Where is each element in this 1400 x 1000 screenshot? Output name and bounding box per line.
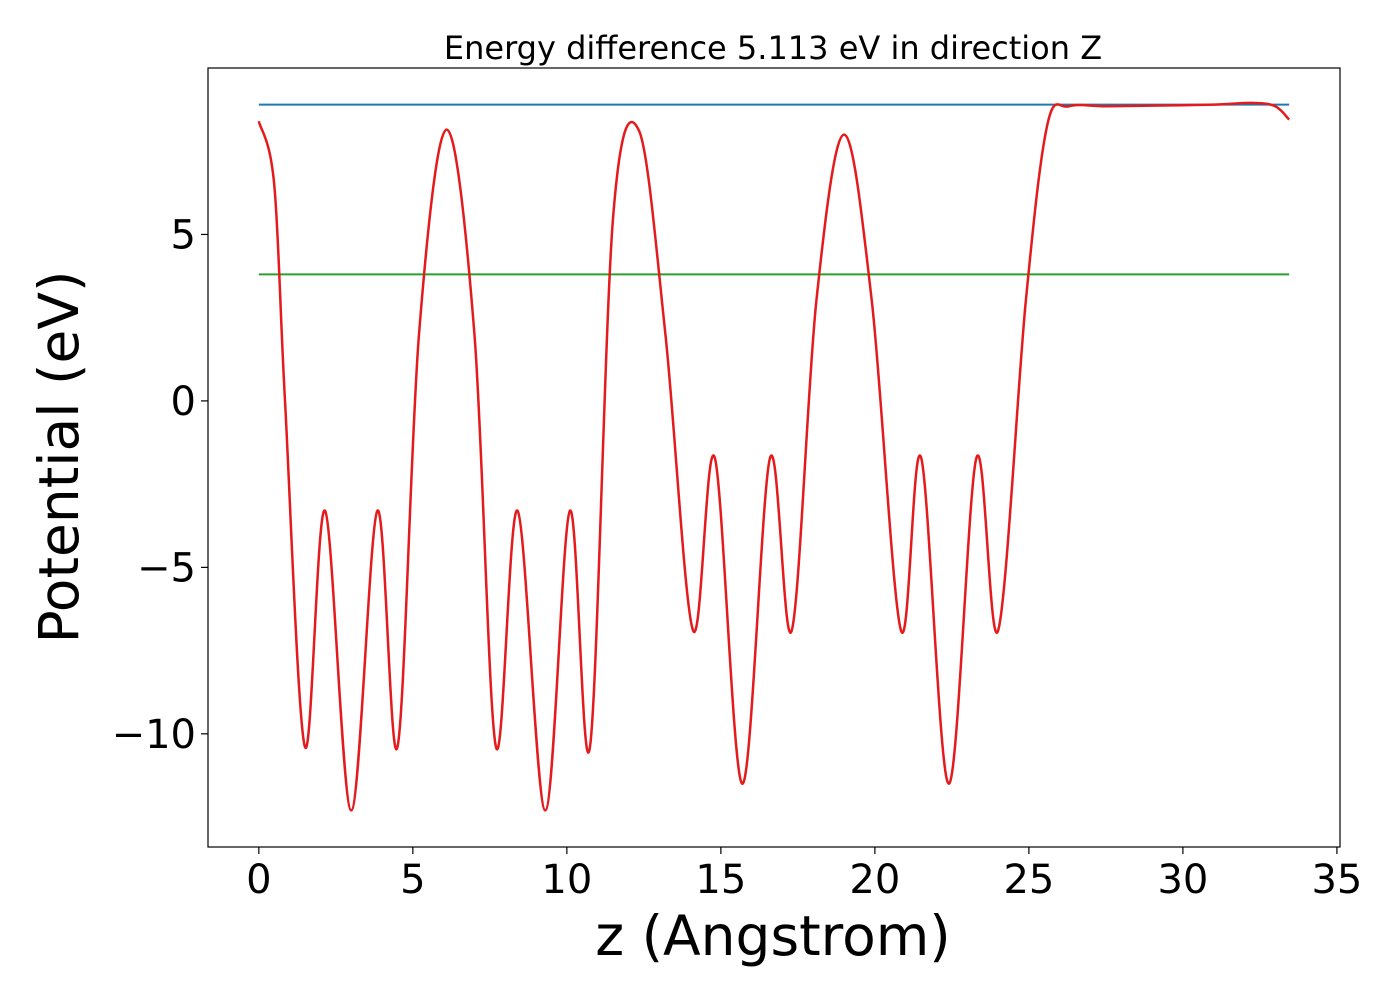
x-tick-label: 0 [246,857,271,903]
chart-title: Energy difference 5.113 eV in direction … [444,29,1102,67]
plot-frame [207,67,1341,848]
x-tick-label: 30 [1157,857,1208,903]
series-line-2 [257,101,1291,812]
x-tick-label: 25 [1003,857,1054,903]
y-axis-label: Potential (eV) [27,271,91,644]
x-tick-label: 10 [541,857,592,903]
x-tick-label: 15 [695,857,746,903]
x-tick-label: 35 [1311,857,1362,903]
y-tick-label: 5 [171,212,196,258]
x-tick-label: 5 [400,857,425,903]
y-axis-ticks: −10 −5 0 5 [112,212,208,758]
x-axis-label: z (Angstrom) [595,904,951,968]
x-tick-label: 20 [849,857,900,903]
y-tick-label: −10 [112,712,196,758]
x-axis-ticks: 0 5 10 15 20 25 30 35 [246,847,1362,903]
series-layer [257,101,1291,812]
y-tick-label: −5 [137,545,196,591]
y-tick-label: 0 [171,379,196,425]
